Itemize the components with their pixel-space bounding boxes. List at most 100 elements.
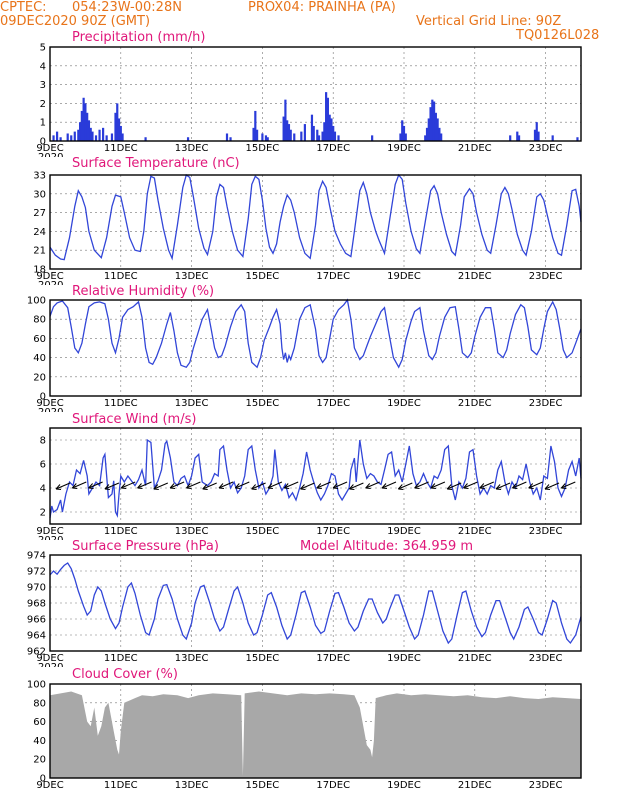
y-tick-label: 100 [27, 296, 46, 307]
y-tick-label: 80 [33, 698, 46, 709]
x-tick-label: 11DEC [104, 398, 138, 409]
y-tick-label: 100 [27, 680, 46, 691]
x-tick-label: 9DEC [36, 653, 63, 664]
wind-arrow [561, 481, 576, 489]
x-tick-label: 17DEC [316, 653, 350, 664]
precip-bar [434, 112, 437, 141]
x-tick-label: 11DEC [104, 526, 138, 537]
x-tick-label: 11DEC [104, 271, 138, 282]
y-tick-label: 5 [40, 43, 46, 54]
wind-arrow [267, 481, 283, 489]
precip-bar [84, 103, 87, 141]
panel-frame [49, 683, 582, 779]
panel-cloud: Cloud Cover (%) 0 20 40 60 80 100 9DEC 11DEC 13DE… [27, 667, 582, 791]
precip-bar [286, 120, 289, 141]
precip-bar [323, 122, 326, 141]
x-tick-label: 21DEC [458, 143, 492, 154]
precip-bar [427, 118, 430, 141]
wind-line [49, 438, 582, 519]
panel-precip: Precipitation (mm/h) 0 1 2 3 4 5 9DEC 11DEC 13DEC… [36, 30, 582, 163]
wind-arrow [365, 481, 380, 489]
precip-bar [333, 131, 337, 141]
precip-bar [337, 135, 340, 141]
panel-frame [49, 174, 582, 270]
x-tick-label: 21DEC [458, 780, 492, 791]
precip-bar [52, 135, 55, 141]
wind-arrow-head [430, 483, 436, 489]
wind-arrow-head [88, 483, 94, 489]
wind-arrow-head [544, 484, 551, 490]
wind-arrow [430, 481, 446, 489]
y-tick-label: 8 [40, 436, 46, 447]
precip-bar [287, 124, 291, 141]
wind-arrow [202, 482, 217, 490]
header-coords: 054:23W-00:28N [72, 0, 182, 15]
precip-bar [404, 133, 407, 141]
precip-bar [321, 131, 324, 141]
wind-arrow-head [234, 483, 241, 489]
precip-bar [332, 125, 335, 141]
y-tick-label: 964 [27, 631, 46, 642]
precip-bar [401, 120, 404, 141]
x-year-stub: 2020 [38, 152, 63, 163]
precip-bar [289, 129, 292, 141]
wind-arrow [104, 482, 120, 490]
wind-arrow [495, 482, 511, 490]
precip-bar [78, 122, 82, 141]
x-tick-label: 15DEC [246, 143, 280, 154]
precip-bar [264, 135, 268, 141]
y-tick-label: 3 [40, 80, 46, 91]
x-tick-label: 15DEC [246, 526, 280, 537]
wind-arrow [137, 481, 152, 489]
x-tick-label: 19DEC [387, 780, 421, 791]
precip-bar [317, 135, 321, 141]
precip-bar [316, 129, 319, 141]
wind-arrow [479, 481, 494, 489]
y-tick-label: 970 [27, 583, 46, 594]
precip-bar [225, 133, 229, 141]
precip-bar [438, 127, 441, 141]
wind-arrow-head [446, 484, 453, 490]
wind-arrow [235, 481, 250, 489]
wind-arrow [251, 482, 266, 490]
y-tick-label: 2 [40, 508, 46, 519]
x-tick-label: 23DEC [529, 653, 563, 664]
precip-bar [537, 131, 540, 141]
precip-bar [98, 129, 101, 141]
precip-bar [261, 133, 264, 141]
temp-line [49, 173, 582, 261]
header-run: 09DEC2020 90Z (GMT) [0, 14, 150, 29]
x-tick-label: 9DEC [36, 271, 63, 282]
panel-title: Relative Humidity (%) [72, 284, 214, 299]
x-tick-label: 11DEC [104, 780, 138, 791]
wind-arrow-head [528, 483, 534, 489]
x-tick-label: 11DEC [104, 143, 138, 154]
x-tick-label: 19DEC [387, 526, 421, 537]
x-tick-label: 23DEC [529, 271, 563, 282]
wind-arrow-head [365, 483, 371, 489]
precip-bar [312, 125, 315, 141]
wind-arrow-head [283, 483, 290, 489]
wind-arrow-head [120, 483, 127, 489]
precip-bar [576, 137, 579, 141]
panel-annotation: Model Altitude: 364.959 m [300, 539, 473, 554]
precip-bar [255, 129, 259, 141]
precip-bar [121, 133, 124, 141]
precip-bar [328, 114, 331, 141]
y-tick-label: 2 [40, 99, 46, 110]
y-tick-label: 80 [33, 315, 46, 326]
wind-arrow-head [218, 483, 225, 489]
precip-bar [293, 133, 296, 141]
precip-bar [533, 129, 537, 141]
x-tick-label: 15DEC [246, 780, 280, 791]
x-tick-label: 15DEC [246, 653, 280, 664]
x-tick-label: 19DEC [387, 653, 421, 664]
y-tick-label: 962 [27, 647, 46, 658]
x-tick-label: 11DEC [104, 653, 138, 664]
header-code: TQ0126L028 [515, 28, 599, 43]
wind-arrow-head [104, 484, 110, 490]
precip-bar [80, 110, 83, 141]
x-tick-label: 17DEC [316, 398, 350, 409]
wind-arrow-head [414, 483, 420, 489]
wind-arrow-head [463, 483, 469, 489]
